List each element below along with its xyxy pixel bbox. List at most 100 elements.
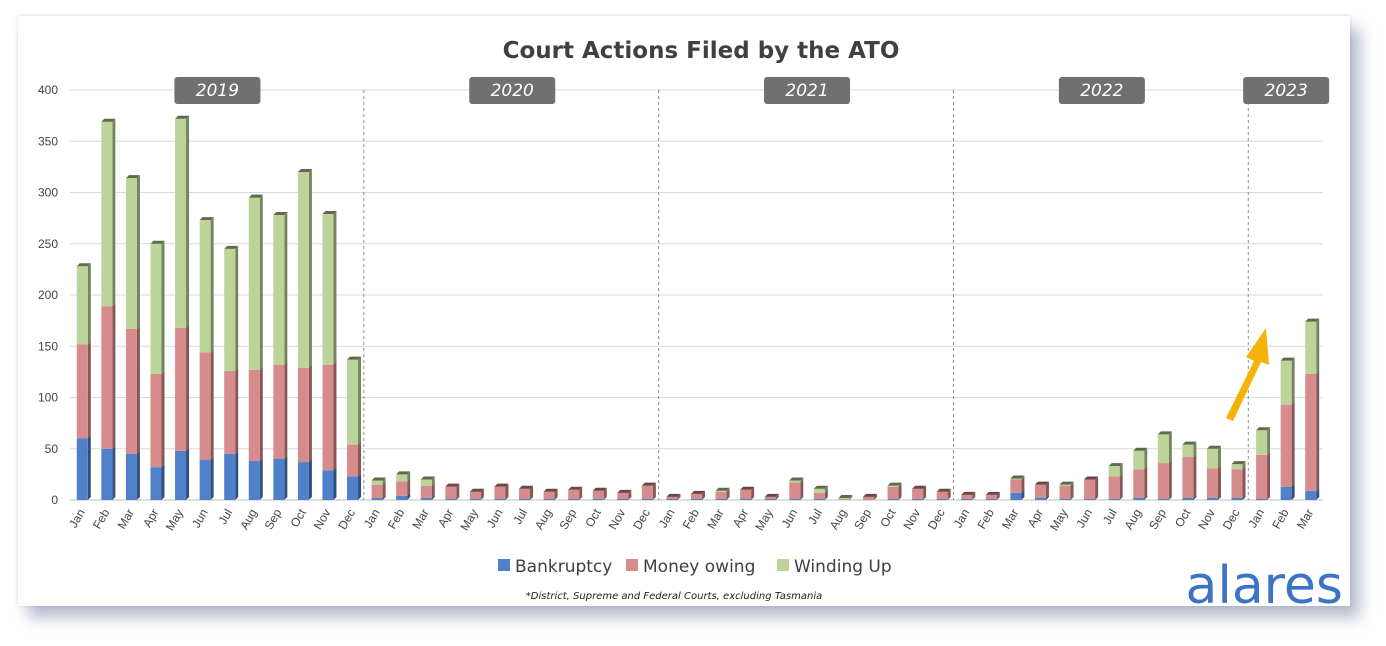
bar-segment-bankruptcy [1256,498,1268,500]
legend-item-money-owing: Money owing [626,557,755,577]
x-tick-label: Nov [606,507,629,532]
bar-side [505,495,509,500]
bar-side [1316,318,1320,374]
bar-segment-bankruptcy [101,448,113,500]
bar-stack [617,489,632,500]
bar-side [1095,495,1099,500]
bar-segment-bankruptcy [1231,497,1243,500]
bar-side [112,445,116,500]
x-tick-label: Apr [140,507,161,530]
bar-segment-winding-up [1280,360,1292,405]
x-tick-label: Jan [361,507,383,531]
x-tick-label: Nov [1195,507,1218,532]
bar-side [136,325,140,454]
bar-segment-bankruptcy [568,498,580,500]
x-tick-label: Dec [925,507,948,532]
bar-side [186,324,190,451]
bar-top [789,477,804,481]
bar-stack [1010,475,1025,500]
bar-segment-bankruptcy [1084,498,1096,500]
legend-label: Money owing [643,557,755,577]
bar-side [480,488,484,499]
bar-segment-winding-up [273,215,285,365]
x-tick-label: May [1047,507,1070,534]
bar-top [691,490,705,494]
bar-segment-bankruptcy [519,498,531,500]
bar-side [1045,494,1049,500]
bar-side [898,495,902,500]
bar-side [775,493,779,499]
footnote: *District, Supreme and Federal Courts, e… [526,591,822,602]
bar-segment-money-owing [101,306,113,449]
bar-segment-bankruptcy [1108,498,1120,500]
x-tick-label: Sep [1146,506,1169,532]
year-dividers [363,90,1249,500]
year-badge-bg [1243,77,1330,104]
bar-segment-money-owing [1108,476,1120,499]
bar-segment-winding-up [1231,464,1243,470]
bar-side [652,482,656,499]
x-tick-label: Jun [484,507,506,531]
x-tick-label: Aug [1122,507,1145,532]
year-label: 2020 [491,81,534,101]
bar-segment-money-owing [273,364,285,459]
bar-segment-money-owing [1084,479,1096,499]
bar-side [308,169,312,368]
bar-side [677,495,681,500]
bar-segment-bankruptcy [1206,497,1218,500]
bar-top [1059,481,1074,485]
x-tick-label: Jun [189,507,211,531]
bar-stack [641,482,656,500]
bar-side [505,483,509,499]
bar-segment-money-owing [936,491,948,499]
bar-stack [715,487,730,500]
bar-side [235,245,239,371]
bar-side [210,349,214,461]
bar-side [554,488,558,499]
bar-segment-bankruptcy [1034,497,1046,500]
bar-segment-winding-up [1133,450,1145,470]
bar-top [617,489,632,493]
chart-title: Court Actions Filed by the ATO [503,38,900,64]
bar-top [322,211,337,215]
bar-segment-money-owing [1256,454,1268,499]
bar-top [1108,463,1123,467]
x-tick-label: Feb [90,506,113,531]
legend-item-winding-up: Winding Up [777,557,892,577]
x-tick-label: Aug [237,507,260,532]
bar-side [1045,481,1049,498]
bar-side [628,489,632,499]
bar-top [740,486,755,490]
bar-top [1034,481,1049,485]
x-tick-label: Nov [311,507,334,532]
bar-side [996,491,1000,499]
y-tick-label: 300 [38,186,58,200]
bar-side [947,495,951,500]
bar-segment-money-owing [150,373,162,468]
bar-stack [347,356,362,500]
x-tick-label: Apr [730,507,751,530]
bar-segment-bankruptcy [617,498,629,500]
bar-segment-money-owing [125,328,137,454]
legend-swatch [777,559,789,571]
bar-side [407,471,411,482]
x-tick-label: Jan [656,507,678,531]
y-tick-label: 200 [38,288,58,302]
bar-segment-money-owing [199,352,211,461]
bar-top [592,487,607,491]
bar-side [1119,463,1123,477]
bar-top [519,485,534,489]
bar-stack [76,263,91,500]
bar-segment-money-owing [691,493,702,499]
bar-side [751,495,755,500]
bar-side [1267,427,1271,455]
bar-top [1280,357,1295,361]
bar-segment-winding-up [347,359,359,445]
bar-segment-money-owing [76,344,88,439]
bar-segment-money-owing [469,491,481,499]
bar-segment-winding-up [175,118,187,328]
bar-stack [273,212,288,500]
legend-label: Bankruptcy [515,557,612,577]
bar-segment-bankruptcy [273,459,285,500]
bar-segment-bankruptcy [494,498,506,500]
